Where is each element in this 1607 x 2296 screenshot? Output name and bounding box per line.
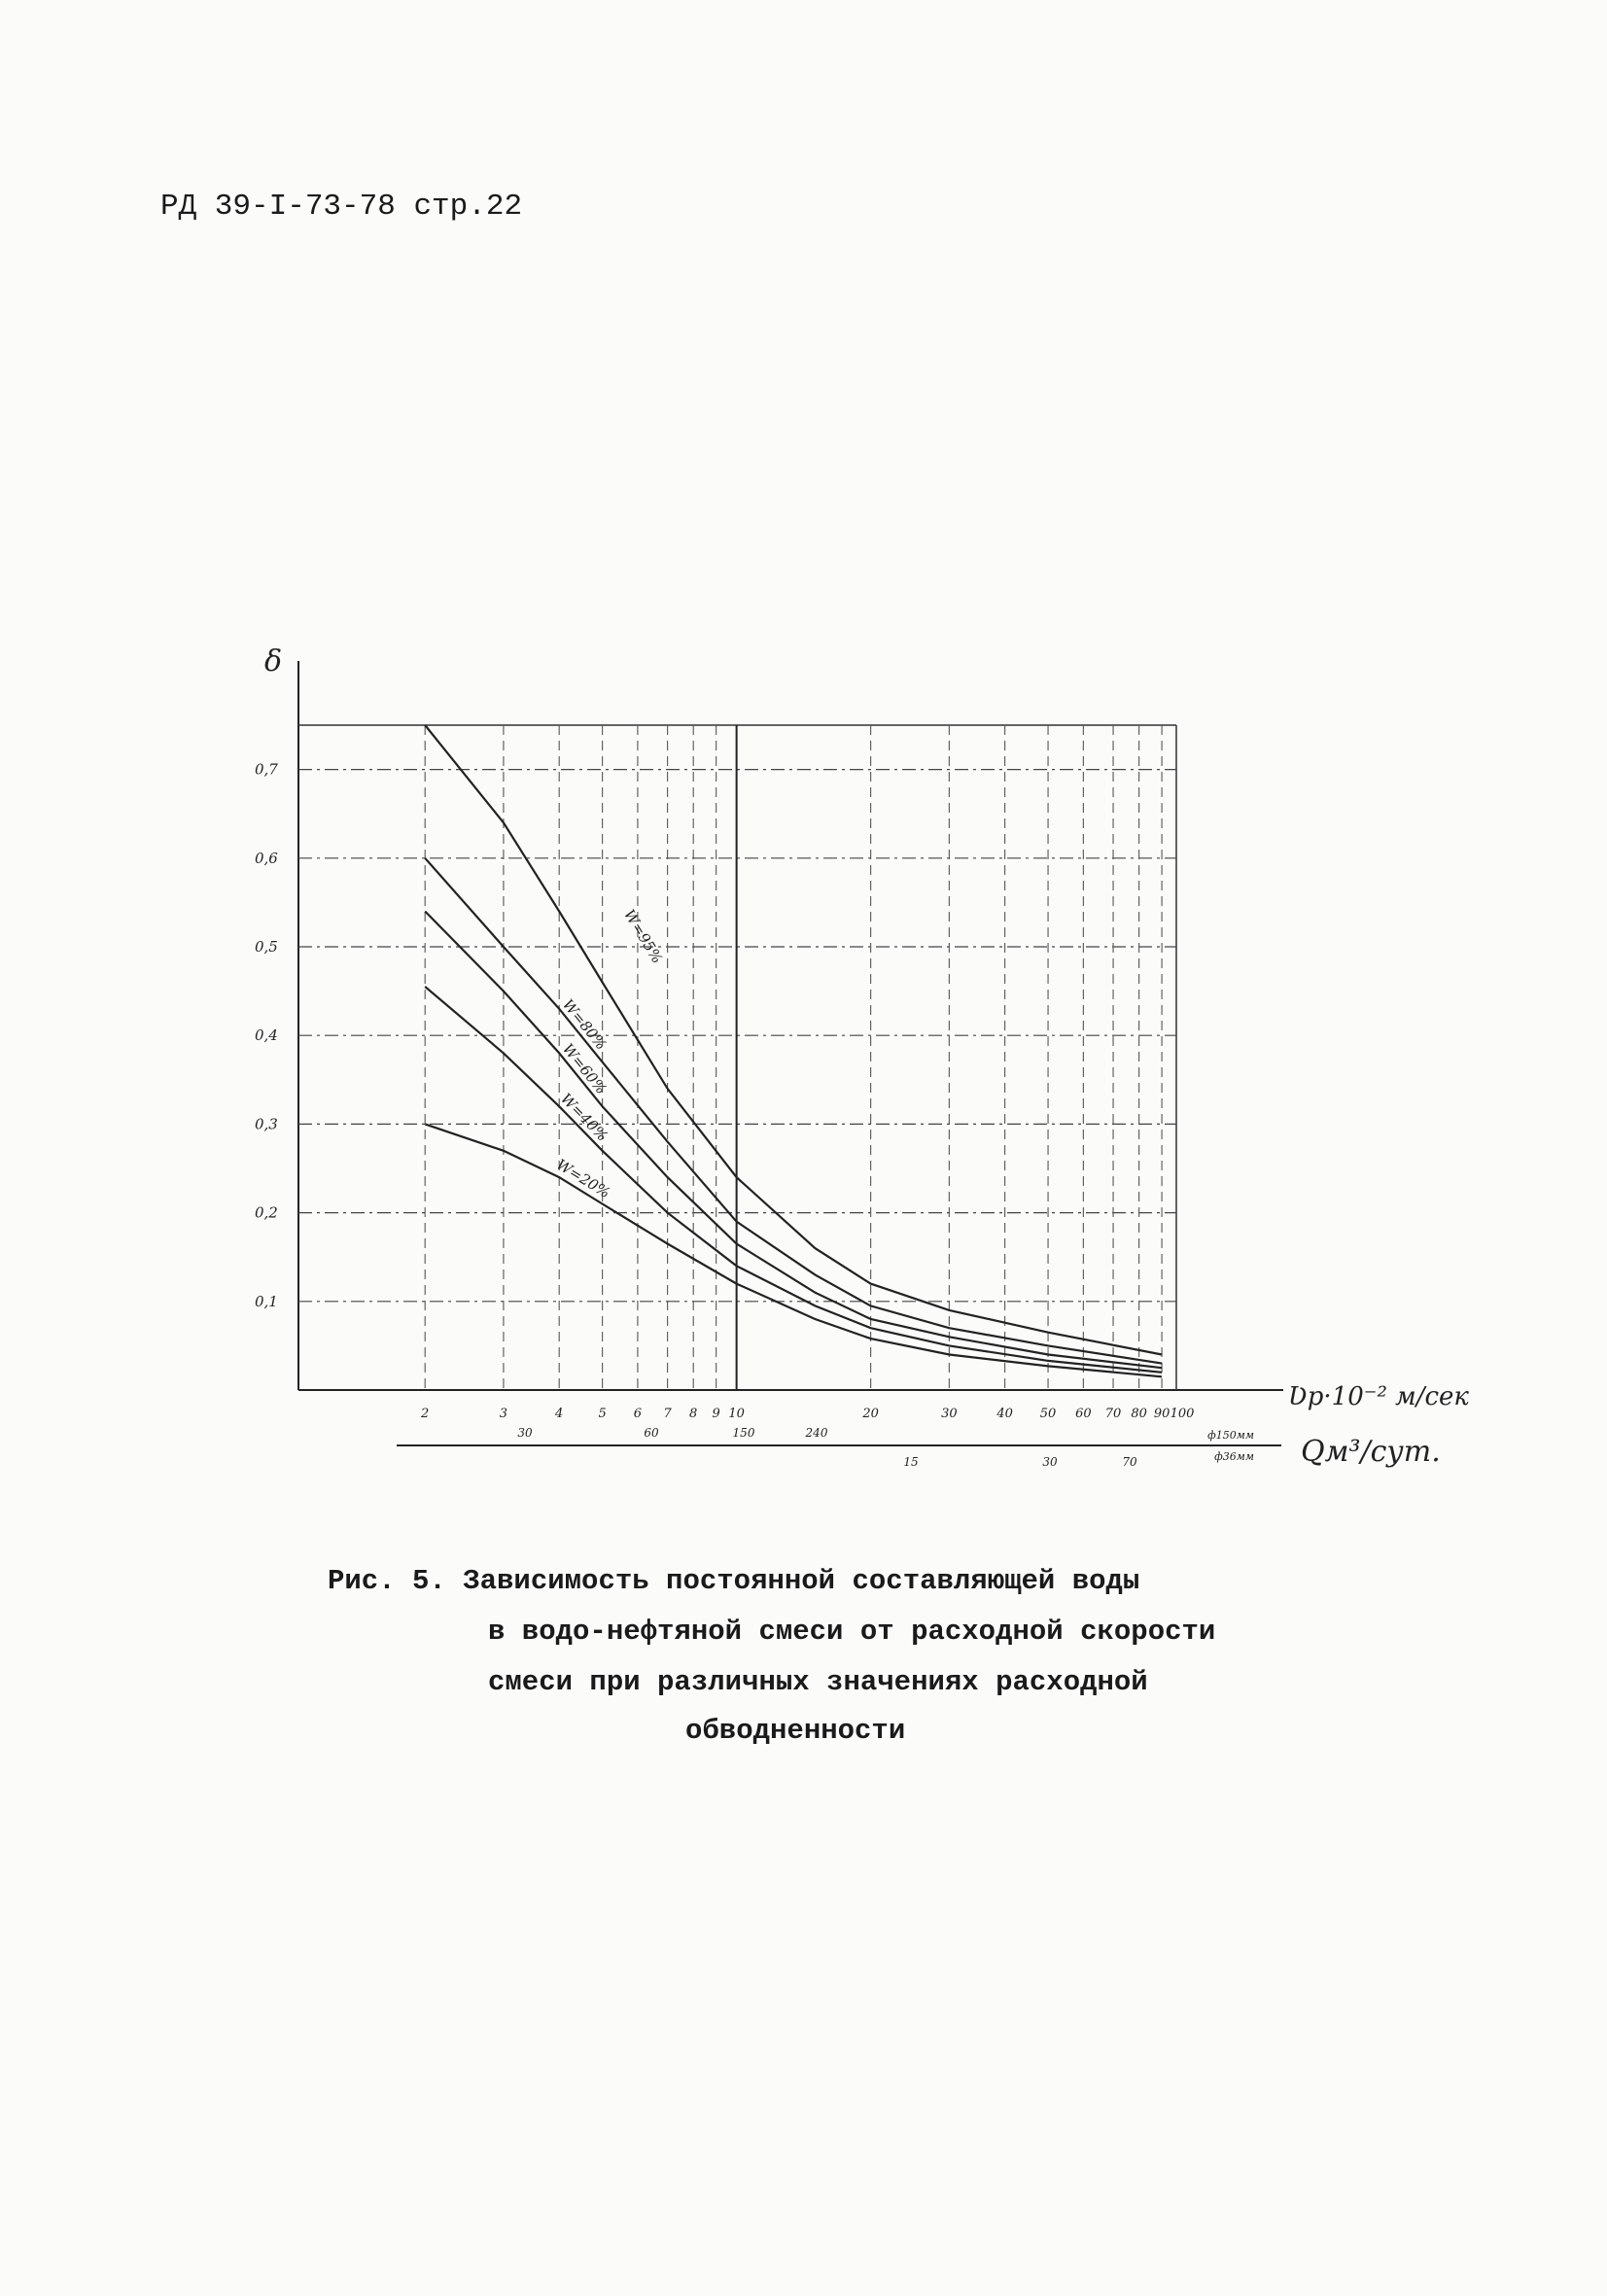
x-tick-label: 20 (861, 1407, 879, 1421)
x-tick-label: 8 (689, 1407, 697, 1421)
x-tick-label: 4 (554, 1407, 563, 1421)
curve (424, 986, 1163, 1374)
y-tick-label: 0,6 (255, 850, 278, 867)
x-tick-label: 5 (598, 1407, 606, 1421)
x-tick-label: 60 (1075, 1407, 1092, 1421)
curve (424, 724, 1163, 1356)
x-tick-label: 100 (1170, 1407, 1195, 1421)
q-tick-label: 60 (644, 1426, 659, 1440)
q-tick-label: 15 (903, 1455, 918, 1469)
x-tick-label: 90 (1154, 1407, 1170, 1421)
q-tick-label: 240 (805, 1426, 828, 1440)
caption-line: Рис. 5. Зависимость постоянной составляю… (328, 1565, 1140, 1597)
x-axis-label: Ʋр·10⁻² м/сек (1288, 1382, 1469, 1411)
y-tick-label: 0,4 (255, 1026, 278, 1044)
x-tick-label: 3 (500, 1407, 507, 1421)
y-axis-label: δ (264, 644, 282, 678)
q-tick-label: 150 (733, 1426, 755, 1440)
x-tick-label: 9 (713, 1407, 720, 1421)
x-tick-label: 80 (1131, 1407, 1147, 1421)
caption-line: в водо-нефтяной смеси от расходной скоро… (488, 1616, 1216, 1648)
y-tick-label: 0,2 (255, 1204, 278, 1222)
y-tick-label: 0,1 (255, 1293, 278, 1310)
curve (424, 1123, 1163, 1378)
chart: δ Ʋр·10⁻² м/сек Qм³/сут. 0,1 0,2 0,3 0,4 0,5… (255, 644, 1469, 1469)
x-tick-label: 6 (634, 1407, 642, 1421)
x-tick-label: 7 (663, 1407, 672, 1421)
x-tick-label: 70 (1105, 1407, 1122, 1421)
caption-line: смеси при различных значениях расходной (488, 1666, 1148, 1698)
q-tick-label: 30 (1042, 1455, 1058, 1469)
curve (424, 910, 1163, 1370)
y-tick-label: 0,7 (255, 761, 278, 779)
x-tick-label: 30 (941, 1407, 958, 1421)
q-diam-label: ф150мм (1207, 1429, 1254, 1442)
curve-label: W=40% (557, 1090, 611, 1144)
header: РД 39-I-73-78 стр.22 (160, 190, 523, 224)
q-diam-label: ф36мм (1214, 1450, 1254, 1463)
x-tick-label: 40 (996, 1407, 1013, 1421)
curve (424, 857, 1163, 1365)
y-tick-label: 0,3 (255, 1115, 278, 1132)
x-tick-label: 10 (728, 1407, 745, 1421)
caption-line: обводненности (685, 1715, 906, 1747)
curve-label: W=95% (620, 907, 666, 967)
x-tick-label: 50 (1040, 1407, 1057, 1421)
q-tick-label: 30 (517, 1426, 533, 1440)
y-tick-label: 0,5 (255, 938, 278, 956)
x-tick-label: 2 (420, 1407, 429, 1421)
q-axis-label: Qм³/сут. (1301, 1435, 1441, 1469)
q-tick-label: 70 (1122, 1455, 1137, 1469)
